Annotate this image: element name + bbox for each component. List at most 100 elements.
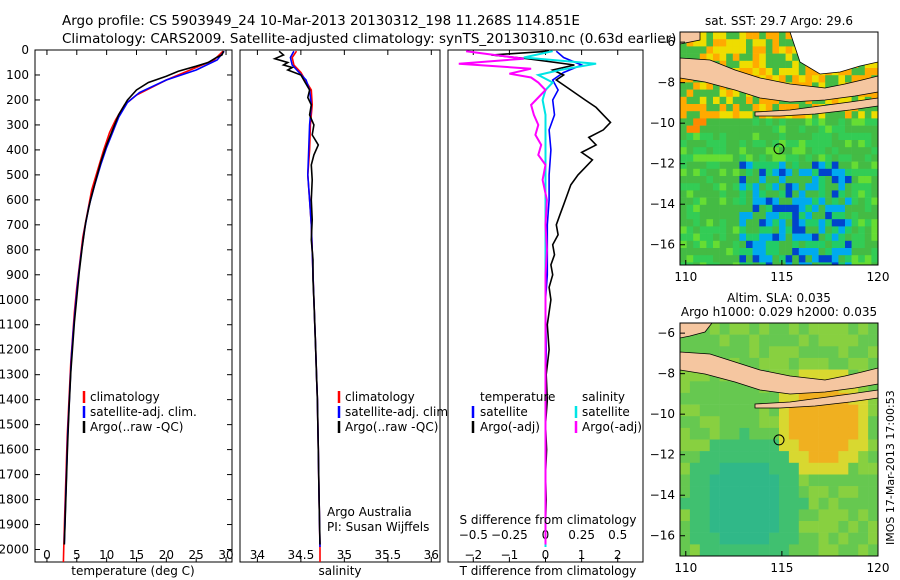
sst-map-axes: 110 115 120 −6 −8 −10 −12 −14 −16 [650,35,890,284]
sst-cell [772,68,780,76]
sla-cell [699,369,710,382]
sst-cell [798,219,806,227]
sla-cell [828,474,839,487]
sst-cell [831,262,839,265]
sst-cell [779,60,786,69]
sst-cell [792,262,800,265]
sst-cell [680,219,687,227]
sst-cell [779,39,786,47]
sst-cell [746,111,753,119]
sst-cell [851,255,859,263]
sst-cell [779,125,786,134]
sst-cell [772,212,780,220]
sst-cell [732,96,740,105]
sst-cell [851,125,859,134]
sst-cell [858,140,866,148]
sst-cell [752,125,760,134]
sla-cell [729,392,740,405]
sla-cell [798,544,809,556]
sla-cell [828,439,839,452]
sla-cell [699,427,710,440]
sst-cell [792,60,800,69]
sst-cell [871,262,878,265]
sst-cell [752,262,760,265]
sst-cell [851,248,859,256]
sst-cell [746,96,753,105]
sla-cell [709,392,720,405]
sst-cell [831,118,839,126]
sst-cell [765,96,773,105]
sst-cell [699,46,707,54]
sst-cell [864,262,872,265]
legend-label-t-argo: Argo(-adj) [480,420,540,434]
sst-cell [779,147,786,155]
sla-cell [769,323,780,335]
sst-cell [864,168,872,177]
sst-cell [845,233,852,242]
difference-panel: −2 −1 0 1 2−0.5 −0.25 0 0.25 0.5 S difference fr… [447,49,644,578]
sst-cell [732,226,740,234]
sst-cell [739,125,747,134]
x-tick-label: 36 [424,548,439,562]
sst-cell [818,190,826,198]
sst-cell [680,147,687,155]
sst-cell [706,147,714,155]
sst-cell [752,168,760,177]
sla-cell [828,416,839,429]
sla-cell [788,521,800,533]
sla-cell [828,369,839,382]
series-argo-raw-qc- [272,50,321,545]
sst-cell [686,46,694,54]
sst-cell [845,219,852,227]
sla-cell [818,451,829,464]
sst-cell [739,248,747,256]
sst-cell [825,96,833,105]
sst-cell [864,197,872,206]
sst-cell [752,132,760,141]
sst-cell [759,204,767,213]
sst-cell [713,219,720,227]
sst-cell [713,168,720,177]
sla-cell [719,532,730,545]
sla-cell [838,532,849,545]
sla-cell [798,369,809,382]
depth-tick-label: 200 [6,93,29,107]
sst-cell [686,111,694,119]
sst-cell [752,240,760,249]
sst-cell [759,176,767,184]
sst-cell [858,255,866,263]
sla-cell [798,532,809,545]
depth-tick-label: 1500 [0,418,29,432]
sla-cell [680,521,691,533]
sst-cell [772,39,780,47]
sst-cell [864,248,872,256]
sst-cell [818,248,826,256]
sst-cell [851,233,859,242]
sst-cell [739,96,747,105]
sst-cell [739,204,747,213]
sla-cell [749,346,760,359]
sst-cell [706,46,714,54]
sst-cell [864,190,872,198]
sla-cell [848,323,859,335]
sst-cell [686,212,694,220]
sst-cell [792,219,800,227]
sst-cell [699,82,707,90]
sst-cell [680,96,687,105]
sst-cell [818,226,826,234]
sla-cell [858,532,869,545]
sla-cell [848,509,859,522]
sst-cell [785,204,793,213]
sst-cell [851,111,859,119]
sla-cell [818,486,829,499]
sst-cell [759,104,767,112]
sst-cell [851,96,859,105]
sla-cell [719,451,730,464]
sst-cell [838,190,846,198]
sla-cell [838,486,849,499]
lat-tick-label: −10 [650,407,675,421]
sst-cell [739,89,747,98]
sst-cell [699,132,707,141]
sst-cell [746,104,753,112]
sst-cell [798,118,806,126]
